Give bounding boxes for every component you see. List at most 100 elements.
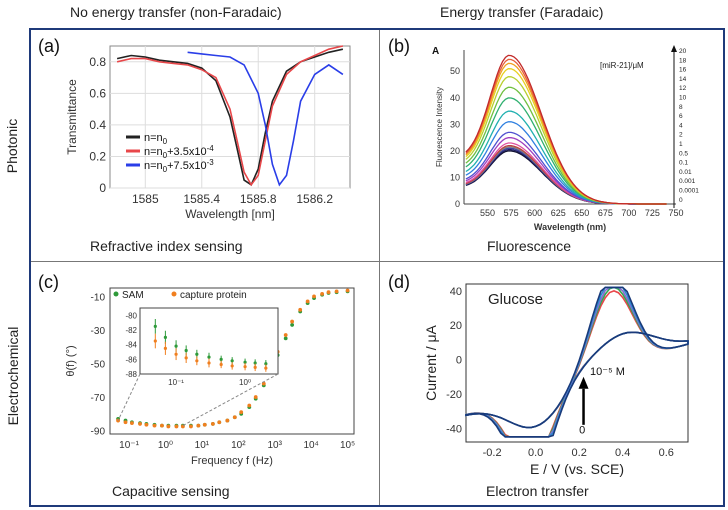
legend-level-label: 14 [679, 76, 687, 83]
data-point [225, 418, 230, 423]
inset-data-point [184, 356, 188, 360]
y-tick-label: 20 [450, 146, 460, 156]
legend-level-label: 16 [679, 67, 687, 74]
grid-divider-horizontal [31, 261, 723, 262]
legend-level-label: 0.0001 [679, 188, 699, 195]
inset-connector [182, 373, 279, 427]
inset-x-tick-label: 10⁻¹ [168, 378, 184, 387]
plot-area-d [465, 283, 689, 443]
x-tick-label: 10³ [268, 440, 283, 451]
inset-y-tick-label: -86 [125, 355, 137, 364]
y-tick-label: -90 [91, 427, 106, 438]
inset-connector [117, 373, 141, 421]
y-axis-label: Transmittance [65, 79, 79, 155]
legend-arrowhead [671, 45, 677, 52]
x-tick-label: 575 [504, 208, 519, 218]
data-point [144, 422, 149, 427]
inset-data-point [253, 365, 257, 369]
data-point [283, 336, 288, 341]
legend-level-label: 1 [679, 141, 683, 148]
x-tick-label: 700 [621, 208, 636, 218]
y-tick-label: 20 [450, 320, 462, 332]
x-tick-label: 0.4 [615, 447, 630, 459]
inset-data-point [153, 324, 157, 328]
legend-level-label: 4 [679, 122, 683, 129]
legend-level-label: 0.01 [679, 169, 692, 176]
y-tick-label: 0 [99, 181, 106, 195]
spectrum-line [465, 54, 667, 205]
x-tick-label: 0.6 [659, 447, 674, 459]
legend-marker [113, 291, 119, 297]
y-tick-label: -10 [91, 292, 106, 303]
x-tick-label: 10⁴ [303, 440, 318, 451]
data-point [210, 422, 215, 426]
plot-area-c [109, 287, 355, 435]
legend-level-label: 0.1 [679, 160, 688, 167]
legend-entry: capture protein [180, 290, 247, 301]
y-axis-label: θ(f) (°) [65, 345, 77, 376]
inset-data-point [195, 352, 199, 356]
legend-entry: n=n0+3.5x10-4 [144, 144, 214, 160]
data-point [305, 299, 310, 304]
inset-data-point [264, 362, 268, 366]
data-point [160, 423, 164, 428]
legend-level-label: 0.5 [679, 150, 688, 157]
data-point [334, 289, 339, 294]
data-point [166, 424, 171, 429]
data-point [290, 323, 295, 327]
data-point [232, 415, 237, 420]
grid-divider-vertical [379, 30, 380, 505]
row-header-top: Photonic [4, 118, 20, 174]
x-tick-label: 0.2 [572, 447, 587, 459]
inset-y-tick-label: -84 [125, 341, 137, 350]
x-tick-label: 10¹ [195, 440, 210, 451]
inset-data-point [243, 365, 247, 369]
y-tick-label: -70 [91, 393, 106, 404]
x-axis-label: Wavelength [nm] [185, 207, 275, 221]
y-tick-label: 30 [450, 119, 460, 129]
panel-d-label: (d) [388, 272, 410, 292]
series-line [187, 51, 344, 187]
y-tick-label: 0.8 [89, 55, 106, 69]
row-header-bottom: Electrochemical [5, 326, 21, 426]
legend-level-label: 8 [679, 104, 683, 111]
inset-y-tick-label: -80 [125, 311, 137, 320]
y-tick-label: 40 [450, 286, 462, 298]
data-point [320, 291, 325, 296]
data-point [253, 395, 258, 399]
data-point [138, 422, 142, 426]
legend-entry: n=n0 [144, 132, 168, 146]
legend-level-label: 6 [679, 113, 683, 120]
column-header-right: Energy transfer (Faradaic) [440, 4, 604, 20]
data-point [130, 421, 134, 425]
spectrum-line [465, 137, 667, 205]
chart-d: Glucose -0.2 0.0 0.2 0.4 0.6 -40 -20 0 20 40 E / V … [423, 283, 689, 477]
data-point [345, 288, 350, 293]
x-tick-label: 1586.2 [296, 192, 333, 206]
data-point [217, 420, 222, 425]
x-tick-label: 10⁰ [158, 440, 173, 451]
legend-entry: n=n0+7.5x10-3 [144, 158, 214, 174]
legend-entry: SAM [122, 290, 144, 301]
legend-level-label: 20 [679, 48, 687, 55]
x-tick-label: 675 [598, 208, 613, 218]
inset-x-tick-label: 10⁰ [239, 378, 251, 387]
y-tick-label: 50 [450, 66, 460, 76]
x-tick-label: 600 [527, 208, 542, 218]
spectrum-line [465, 97, 667, 205]
panel-a-label: (a) [38, 36, 60, 56]
x-tick-label: 10⁵ [340, 440, 355, 451]
data-point [202, 422, 207, 427]
y-tick-label: 0 [456, 355, 462, 367]
x-tick-label: 725 [645, 208, 660, 218]
data-point [239, 410, 244, 415]
inset-data-point [163, 346, 167, 350]
inset-data-point [230, 364, 234, 368]
x-tick-label: 750 [668, 208, 683, 218]
y-axis-label: Current / μA [423, 324, 439, 400]
panel-c-label: (c) [38, 272, 59, 292]
legend-level-label: 0.001 [679, 178, 696, 185]
y-tick-label: 40 [450, 93, 460, 103]
x-tick-label: 10² [231, 440, 246, 451]
